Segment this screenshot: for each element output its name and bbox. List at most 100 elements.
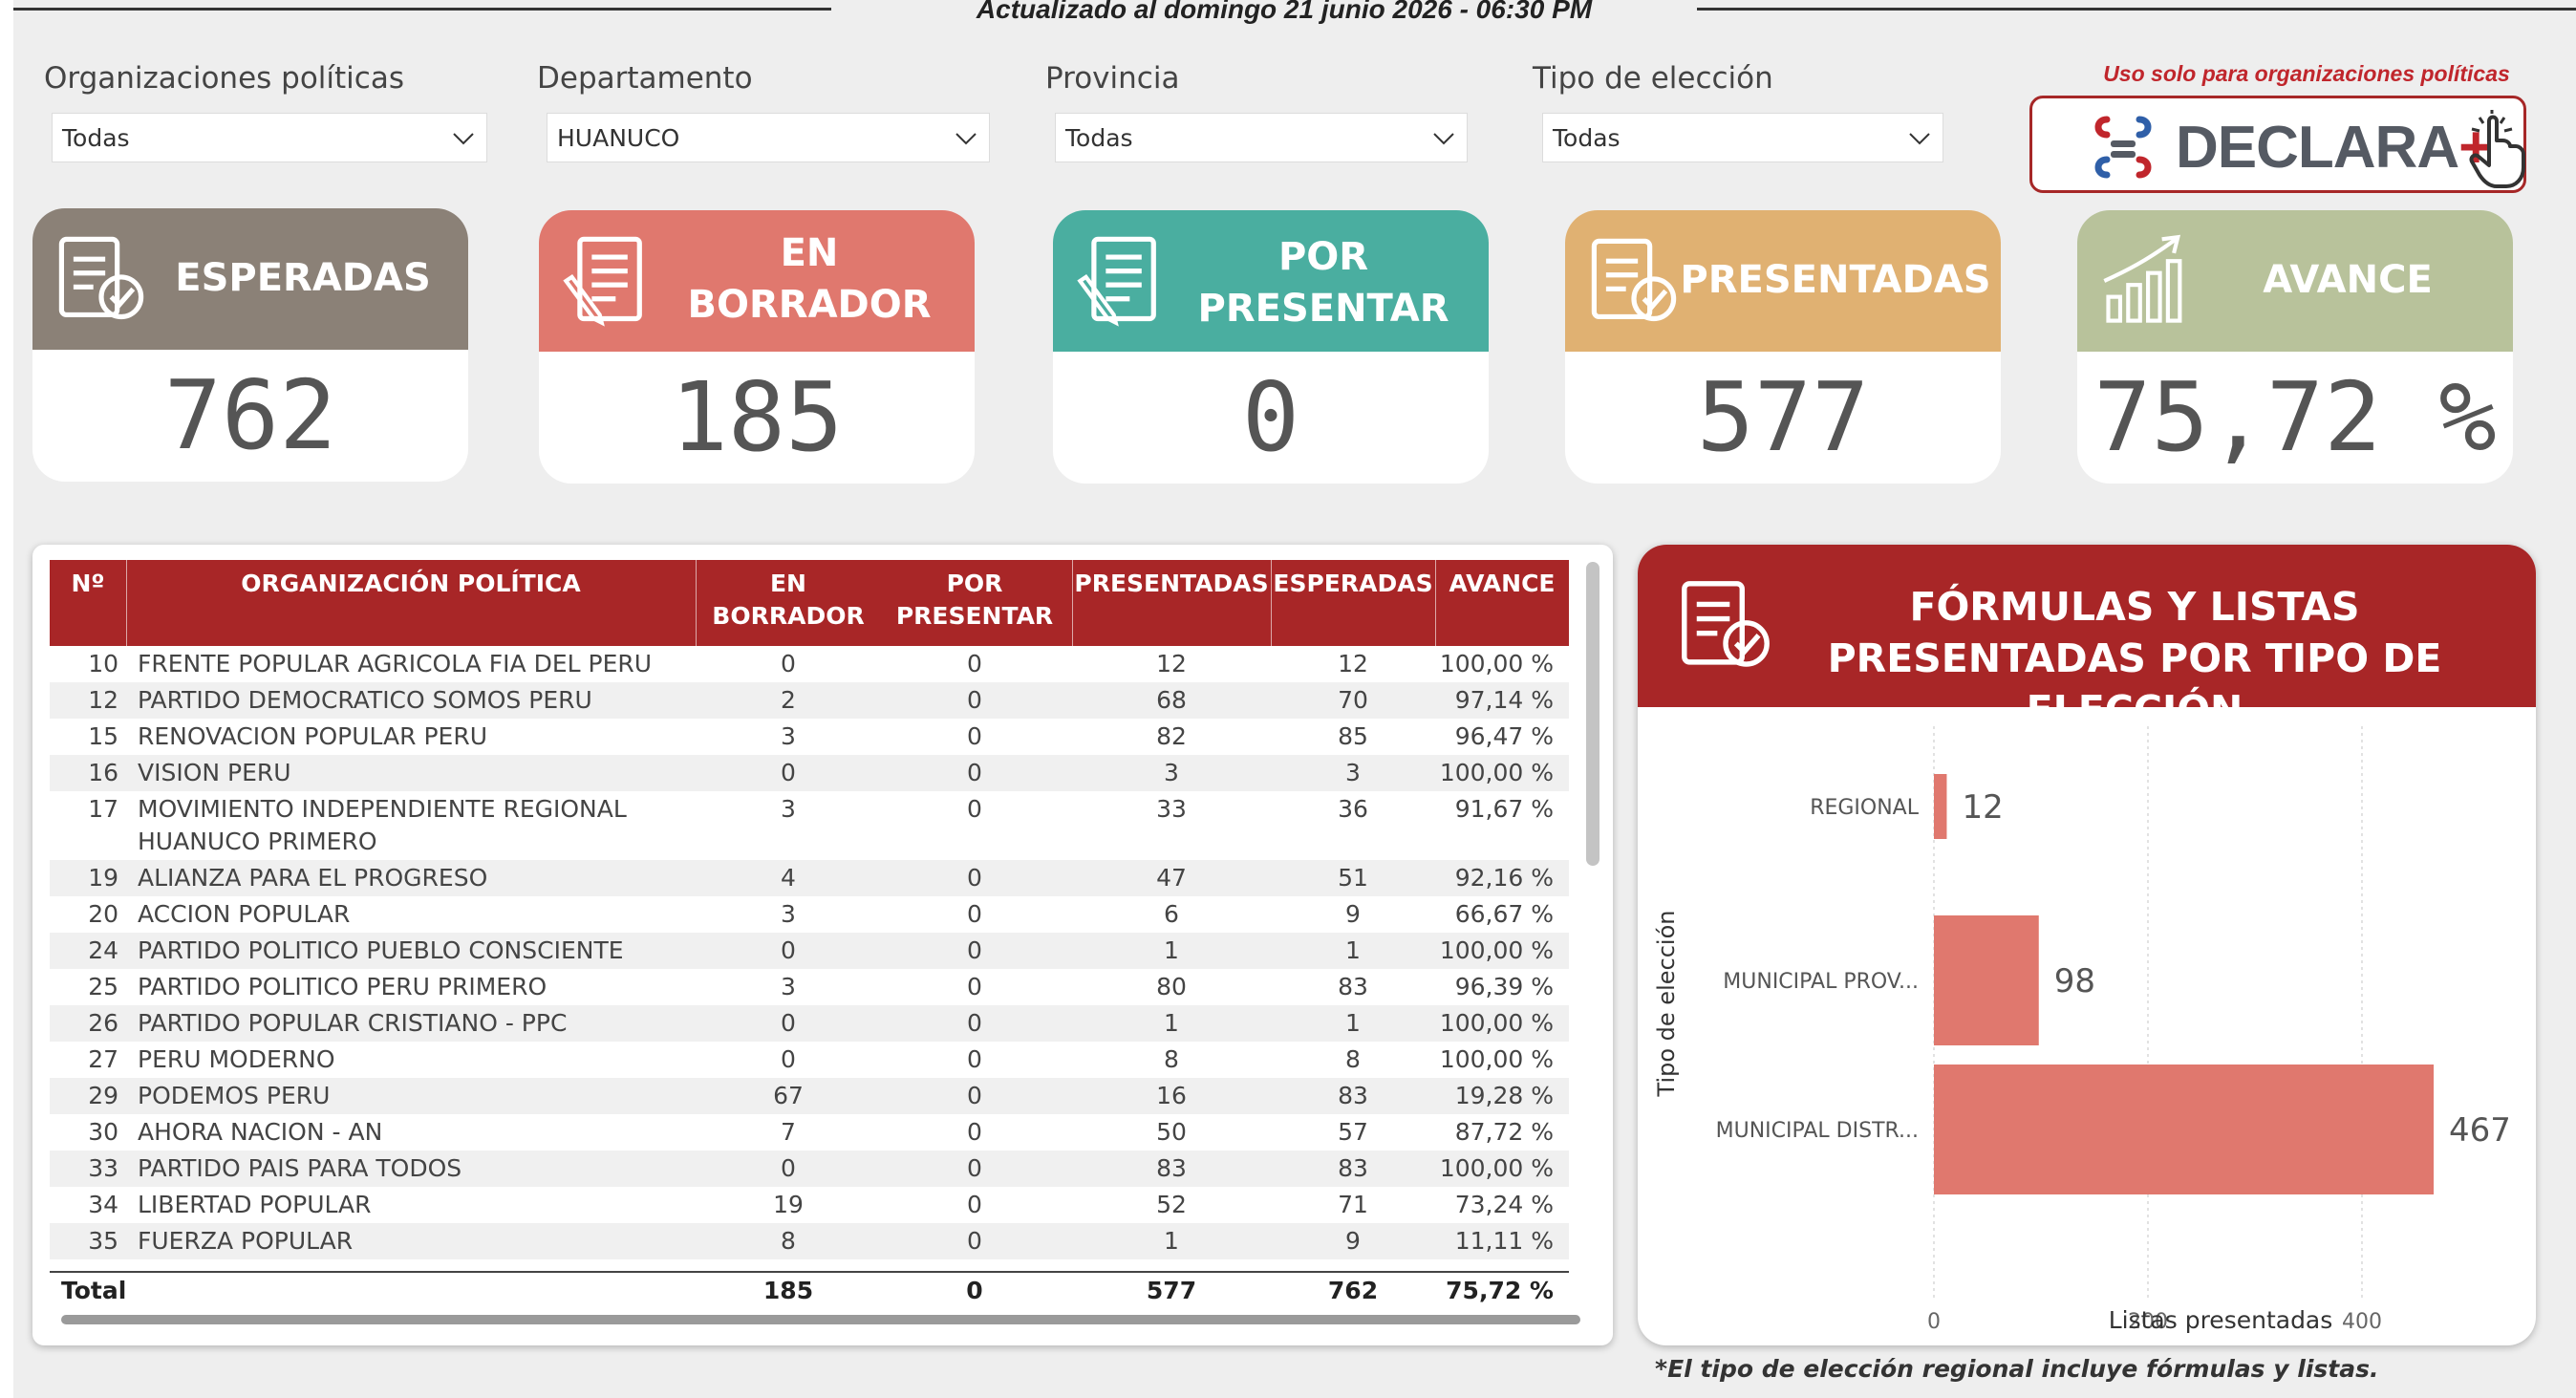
vertical-scrollbar[interactable] xyxy=(1586,562,1599,866)
horizontal-scrollbar[interactable] xyxy=(61,1315,1580,1324)
kpi-card-esperadas: ESPERADAS 762 xyxy=(32,208,468,482)
row-presentadas: 83 xyxy=(1156,1154,1187,1182)
table-row[interactable]: 29 PODEMOS PERU 67 0 16 83 19,28 % xyxy=(50,1078,1569,1114)
table-row[interactable]: 25 PARTIDO POLITICO PERU PRIMERO 3 0 80 83 96,… xyxy=(50,969,1569,1005)
category-label: MUNICIPAL DISTR... xyxy=(1716,1119,1919,1143)
document-edit-icon xyxy=(563,236,642,327)
column-header-presentadas[interactable]: PRESENTADAS xyxy=(1074,570,1269,597)
header-line: POR xyxy=(946,570,1003,597)
row-number: 34 xyxy=(88,1191,118,1218)
row-en-borrador: 3 xyxy=(781,722,796,750)
row-en-borrador: 0 xyxy=(781,1154,796,1182)
row-avance: 92,16 % xyxy=(1454,864,1554,892)
table-row[interactable]: 15 RENOVACION POPULAR PERU 3 0 82 85 96,47 % xyxy=(50,719,1569,755)
table-header: Nº ORGANIZACIÓN POLÍTICA EN BORRADOR POR… xyxy=(50,560,1569,646)
row-en-borrador: 3 xyxy=(781,900,796,928)
row-esperadas: 70 xyxy=(1338,686,1368,714)
category-label: MUNICIPAL PROV... xyxy=(1723,970,1919,994)
hand-pointer-icon xyxy=(2469,110,2525,188)
row-avance: 66,67 % xyxy=(1454,900,1554,928)
kpi-title: EN xyxy=(780,231,839,275)
filter-dropdown-organizaciones[interactable]: Todas xyxy=(52,113,487,162)
row-organization: ALIANZA PARA EL PROGRESO xyxy=(138,864,488,892)
row-avance: 97,14 % xyxy=(1454,686,1554,714)
row-organization: HUANUCO PRIMERO xyxy=(138,828,377,855)
declara-logo-icon xyxy=(2094,116,2152,179)
row-en-borrador: 0 xyxy=(781,650,796,677)
column-header-en-borrador[interactable]: EN BORRADOR xyxy=(696,568,881,633)
table-row[interactable]: 27 PERU MODERNO 0 0 8 8 100,00 % xyxy=(50,1042,1569,1078)
table-row[interactable]: 26 PARTIDO POPULAR CRISTIANO - PPC 0 0 1 1 100… xyxy=(50,1005,1569,1042)
document-check-icon xyxy=(1591,238,1677,322)
table-row[interactable]: 19 ALIANZA PARA EL PROGRESO 4 0 47 51 92,16 % xyxy=(50,860,1569,896)
total-por-presentar: 0 xyxy=(966,1277,983,1304)
row-en-borrador: 0 xyxy=(781,759,796,786)
table-row[interactable]: 17 MOVIMIENTO INDEPENDIENTE REGIONAL HUANU… xyxy=(50,791,1569,860)
total-esperadas: 762 xyxy=(1327,1277,1379,1304)
row-number: 27 xyxy=(88,1045,118,1073)
chart-footnote: *El tipo de elección regional incluye fó… xyxy=(1655,1355,2379,1383)
table-row[interactable]: 10 FRENTE POPULAR AGRICOLA FIA DEL PERU 0 0… xyxy=(50,646,1569,682)
row-en-borrador: 0 xyxy=(781,1045,796,1073)
row-por-presentar: 0 xyxy=(967,686,982,714)
total-presentadas: 577 xyxy=(1146,1277,1197,1304)
row-number: 26 xyxy=(88,1009,118,1037)
row-por-presentar: 0 xyxy=(967,1082,982,1109)
kpi-title: ESPERADAS xyxy=(175,256,431,300)
table-row[interactable]: 34 LIBERTAD POPULAR 19 0 52 71 73,24 % xyxy=(50,1187,1569,1223)
column-header-avance[interactable]: AVANCE xyxy=(1449,570,1556,597)
row-number: 19 xyxy=(88,864,118,892)
filter-dropdown-provincia[interactable]: Todas xyxy=(1055,113,1468,162)
row-presentadas: 68 xyxy=(1156,686,1187,714)
declara-button[interactable]: DECLARA+ xyxy=(2029,96,2526,193)
row-organization: VISION PERU xyxy=(138,759,291,786)
row-organization: PARTIDO POLITICO PERU PRIMERO xyxy=(138,973,547,1000)
y-axis-title: Tipo de elección xyxy=(1653,911,1680,1098)
row-organization: MOVIMIENTO INDEPENDIENTE REGIONAL xyxy=(138,795,627,823)
row-esperadas: 36 xyxy=(1338,795,1368,823)
column-divider xyxy=(1271,560,1272,646)
row-por-presentar: 0 xyxy=(967,1045,982,1073)
column-header-n[interactable]: Nº xyxy=(71,570,105,597)
column-header-por-presentar[interactable]: POR PRESENTAR xyxy=(881,568,1068,633)
row-number: 17 xyxy=(88,795,118,823)
header-line: PRESENTAR xyxy=(895,602,1054,630)
row-esperadas: 1 xyxy=(1345,936,1361,964)
row-presentadas: 8 xyxy=(1164,1045,1179,1073)
row-por-presentar: 0 xyxy=(967,650,982,677)
data-label: 467 xyxy=(2449,1111,2511,1150)
row-number: 24 xyxy=(88,936,118,964)
row-presentadas: 52 xyxy=(1156,1191,1187,1218)
table-row[interactable]: 30 AHORA NACION - AN 7 0 50 57 87,72 % xyxy=(50,1114,1569,1151)
organizations-table: Nº ORGANIZACIÓN POLÍTICA EN BORRADOR POR… xyxy=(32,545,1613,1345)
table-row[interactable]: 20 ACCION POPULAR 3 0 6 9 66,67 % xyxy=(50,896,1569,933)
row-presentadas: 80 xyxy=(1156,973,1187,1000)
row-esperadas: 57 xyxy=(1338,1118,1368,1146)
total-borrador: 185 xyxy=(762,1277,814,1304)
total-avance: 75,72 % xyxy=(1446,1277,1554,1304)
kpi-title: POR xyxy=(1277,235,1369,279)
chevron-down-icon xyxy=(1909,133,1930,145)
total-label: Total xyxy=(61,1277,127,1304)
row-por-presentar: 0 xyxy=(967,973,982,1000)
row-en-borrador: 0 xyxy=(781,1009,796,1037)
table-row[interactable]: 12 PARTIDO DEMOCRATICO SOMOS PERU 2 0 68 70 97… xyxy=(50,682,1569,719)
column-header-organizacion[interactable]: ORGANIZACIÓN POLÍTICA xyxy=(241,570,581,597)
filter-dropdown-tipo-eleccion[interactable]: Todas xyxy=(1542,113,1943,162)
table-row[interactable]: 35 FUERZA POPULAR 8 0 1 9 11,11 % xyxy=(50,1223,1569,1259)
row-por-presentar: 0 xyxy=(967,864,982,892)
row-presentadas: 16 xyxy=(1156,1082,1187,1109)
row-avance: 100,00 % xyxy=(1439,1045,1554,1073)
row-organization: PARTIDO PAIS PARA TODOS xyxy=(138,1154,462,1182)
row-esperadas: 9 xyxy=(1345,900,1361,928)
row-avance: 19,28 % xyxy=(1454,1082,1554,1109)
table-row[interactable]: 16 VISION PERU 0 0 3 3 100,00 % xyxy=(50,755,1569,791)
table-row[interactable]: 24 PARTIDO POLITICO PUEBLO CONSCIENTE 0 0 1 1… xyxy=(50,933,1569,969)
filter-value: Todas xyxy=(62,124,130,152)
column-header-esperadas[interactable]: ESPERADAS xyxy=(1273,570,1433,597)
table-row[interactable]: 33 PARTIDO PAIS PARA TODOS 0 0 83 83 100,00 % xyxy=(50,1151,1569,1187)
column-divider xyxy=(126,560,127,646)
chart-header: FÓRMULAS Y LISTAS PRESENTADAS POR TIPO D… xyxy=(1638,545,2536,733)
filter-dropdown-departamento[interactable]: HUANUCO xyxy=(547,113,990,162)
kpi-card-por-presentar: POR PRESENTAR 0 xyxy=(1053,210,1489,484)
